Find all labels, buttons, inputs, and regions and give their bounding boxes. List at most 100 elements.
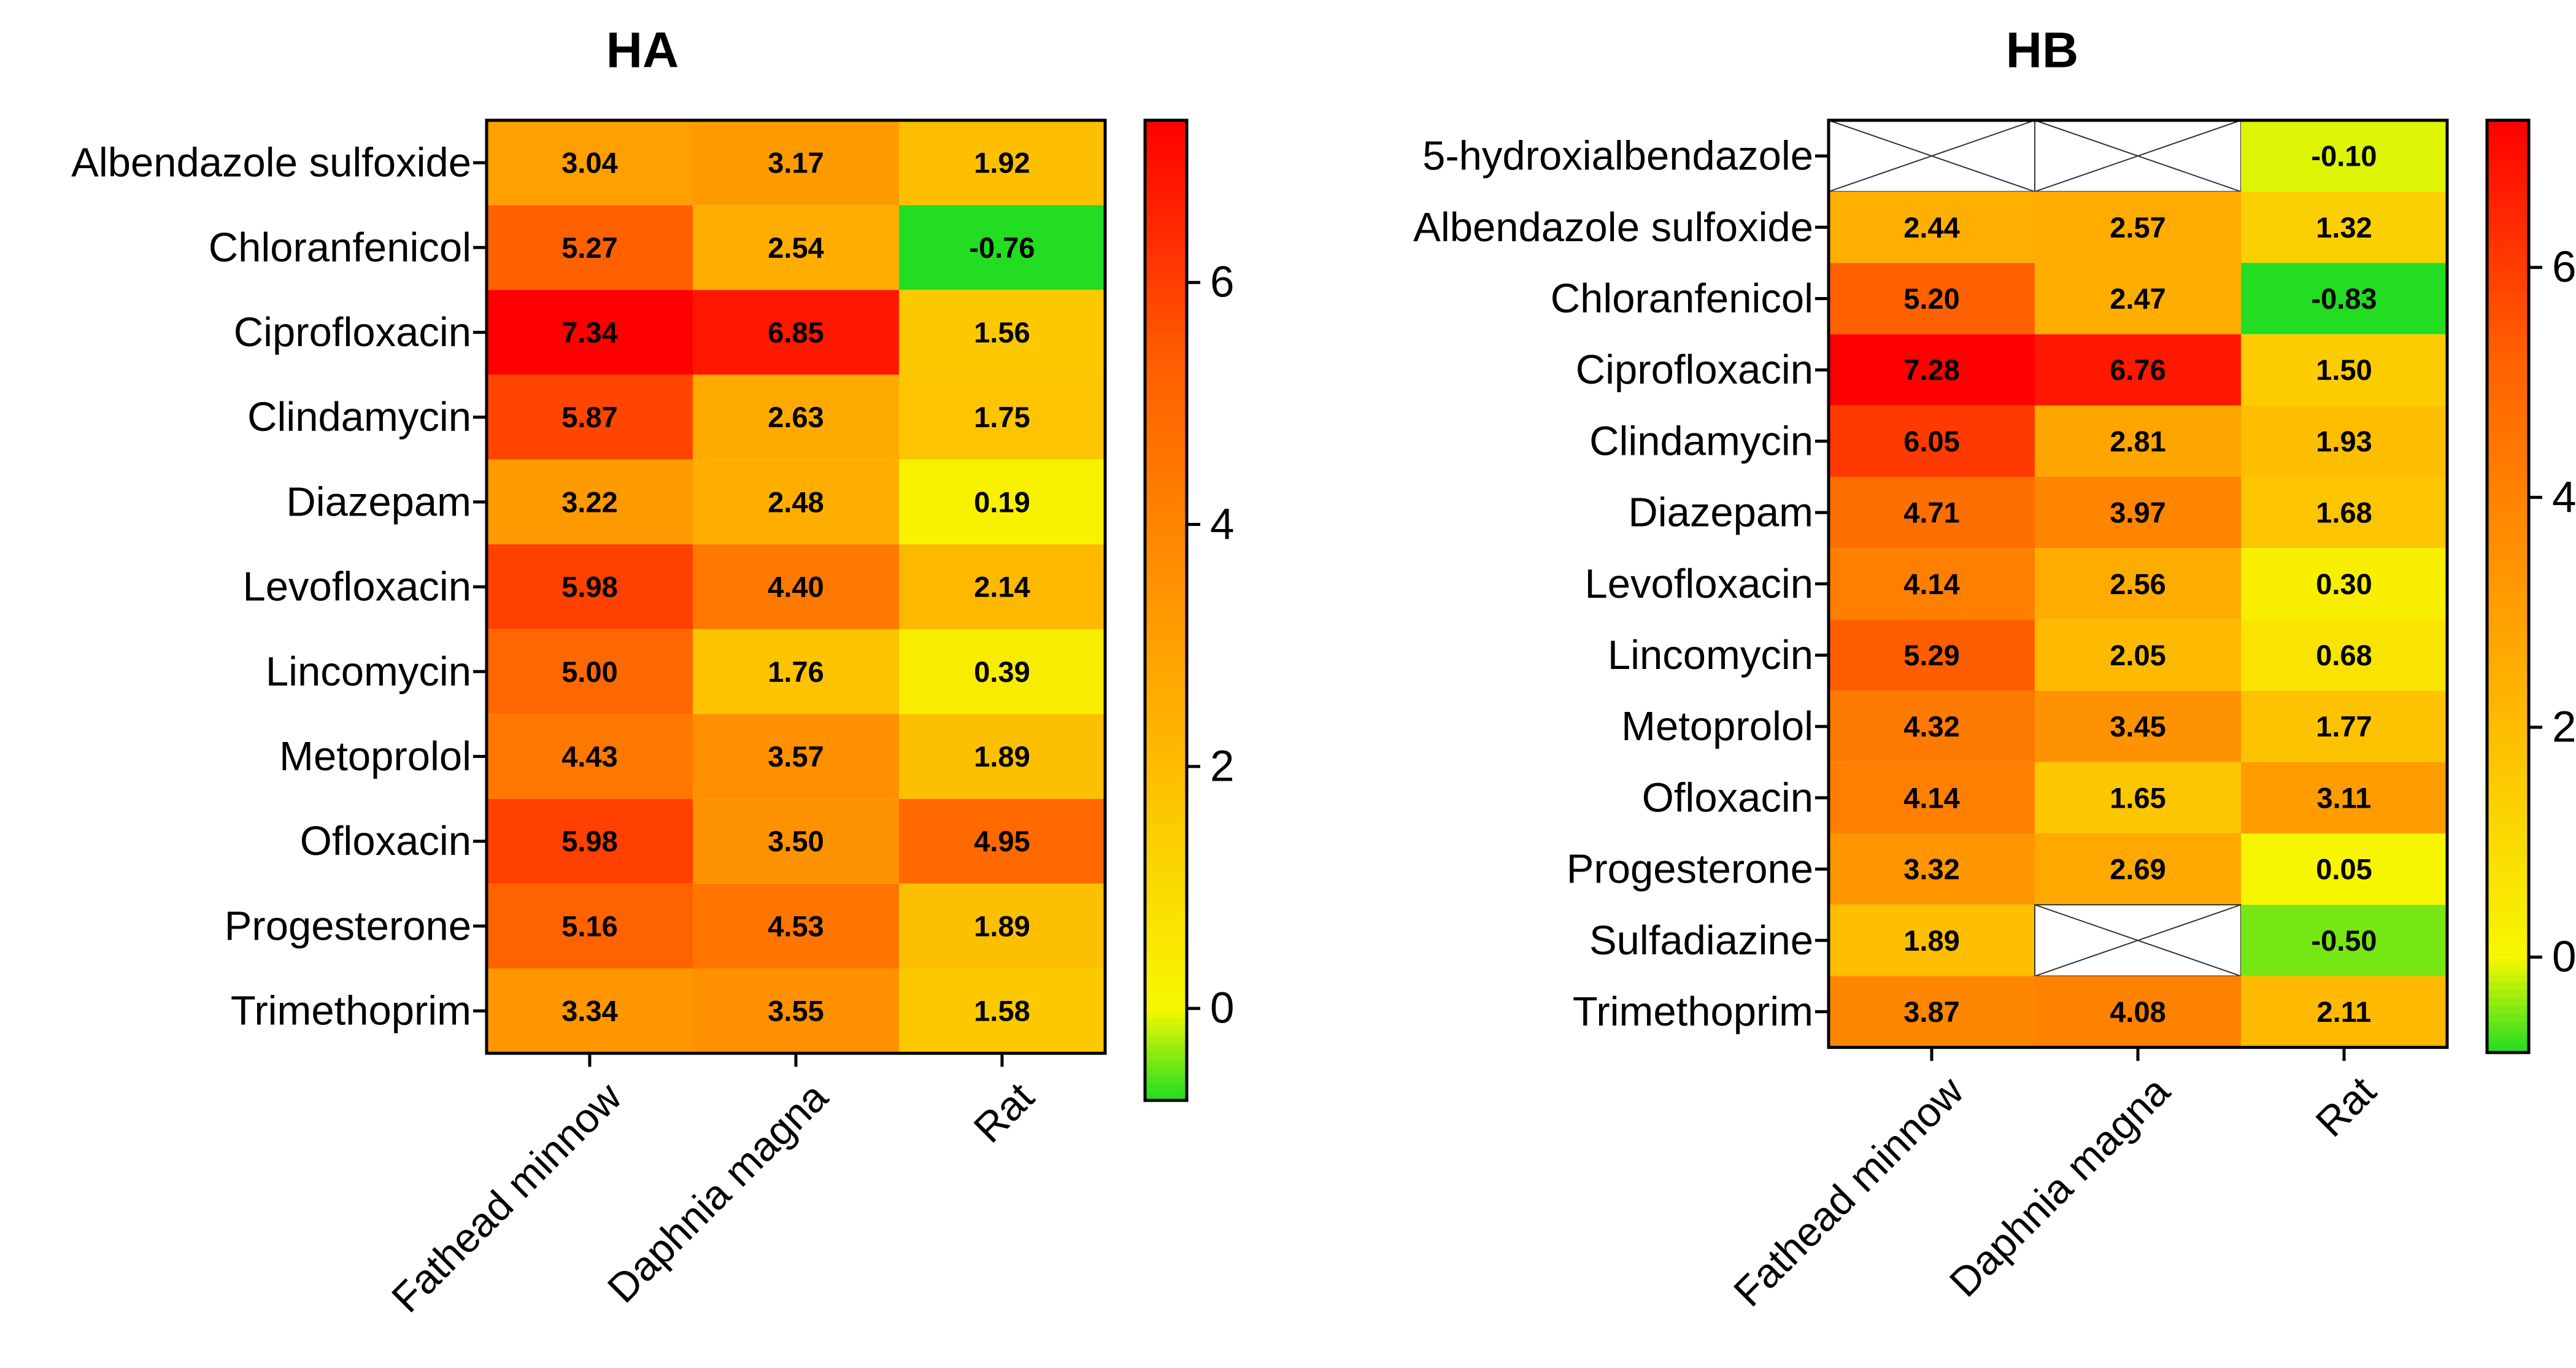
cell-value-label: 7.34 xyxy=(561,316,617,349)
cell-value-label: 2.69 xyxy=(2110,853,2165,886)
heatmap-cell xyxy=(2241,690,2447,762)
row-label: Lincomycin xyxy=(266,649,471,695)
colorbar-segment xyxy=(1145,871,1187,881)
colorbar-segment xyxy=(1145,357,1187,366)
cell-value-label: 1.76 xyxy=(768,655,823,688)
colorbar-segment xyxy=(1145,471,1187,481)
colorbar-segment xyxy=(2487,229,2529,238)
colorbar-segment xyxy=(1145,912,1187,922)
colorbar-segment xyxy=(1145,250,1187,260)
heatmap-cell xyxy=(487,883,693,968)
colorbar-segment xyxy=(2487,835,2529,844)
heatmap-cell xyxy=(2241,976,2447,1048)
colorbar-segment xyxy=(2487,244,2529,253)
heatmap-cell xyxy=(693,798,899,884)
row-label: Metoprolol xyxy=(279,733,471,779)
heatmap-hb: HB -0.10 2.44 2.57 1.32 5.20 2.47 -0.83 7.28 6.76… xyxy=(1413,23,2576,1316)
cell-value-label: 6.05 xyxy=(1903,425,1959,457)
cell-value-label: 5.27 xyxy=(561,231,617,264)
heatmap-cell xyxy=(487,544,693,630)
heatmap-cell xyxy=(1829,976,2035,1048)
column-label: Daphnia magna xyxy=(599,1073,837,1312)
heatmap-cell xyxy=(487,459,693,544)
heatmap-cell xyxy=(693,290,899,375)
cell-value-label: 6.76 xyxy=(2110,354,2165,386)
colorbar-segment xyxy=(2487,276,2529,284)
column-label: Daphnia magna xyxy=(1941,1068,2179,1306)
colorbar-segment xyxy=(2487,959,2529,968)
colorbar-segment xyxy=(1145,1051,1187,1061)
colorbar-segment xyxy=(1145,667,1187,676)
colorbar-segment xyxy=(2487,1013,2529,1022)
colorbar-segment xyxy=(2487,905,2529,913)
colorbar-segment xyxy=(2487,136,2529,144)
colorbar-segment xyxy=(1145,1092,1187,1101)
colorbar-segment xyxy=(1145,692,1187,701)
colorbar-segment xyxy=(1145,879,1187,889)
cell-value-label: 4.40 xyxy=(768,571,823,603)
colorbar-segment xyxy=(2487,741,2529,751)
cell-value-label: 2.05 xyxy=(2110,639,2165,671)
colorbar-segment xyxy=(2487,1045,2529,1053)
colorbar-segment xyxy=(1145,202,1187,211)
colorbar-segment xyxy=(1145,275,1187,284)
colorbar-segment xyxy=(2487,811,2529,821)
colorbar-segment xyxy=(2487,213,2529,222)
row-label: Metoprolol xyxy=(1621,703,1813,749)
colorbar-tick-label: 0 xyxy=(1210,984,1235,1033)
colorbar-segment xyxy=(1145,390,1187,399)
heatmap-cell xyxy=(2241,191,2447,263)
heatmap-cell xyxy=(693,459,899,544)
cell-value-label: 3.34 xyxy=(561,995,617,1027)
row-label: Diazepam xyxy=(286,479,471,525)
colorbar-segment xyxy=(2487,1006,2529,1014)
colorbar-segment xyxy=(2487,734,2529,743)
colorbar-segment xyxy=(2487,788,2529,797)
heatmap-cell xyxy=(487,205,693,290)
cell-value-label: 1.32 xyxy=(2316,211,2372,244)
colorbar-segment xyxy=(2487,998,2529,1007)
colorbar-segment xyxy=(2487,268,2529,276)
colorbar-segment xyxy=(2487,920,2529,929)
colorbar-tick-label: 2 xyxy=(2552,703,2576,751)
cell-value-label: 2.56 xyxy=(2110,568,2165,600)
colorbar-segment xyxy=(2487,967,2529,976)
colorbar-segment xyxy=(1145,970,1187,979)
heatmap-cell xyxy=(899,798,1105,884)
colorbar-segment xyxy=(1145,185,1187,195)
colorbar-segment xyxy=(2487,198,2529,207)
cell-value-label: 5.98 xyxy=(561,571,617,603)
heatmap-cell xyxy=(2035,690,2241,762)
colorbar-segment xyxy=(1145,896,1187,905)
colorbar-segment xyxy=(1145,259,1187,268)
colorbar-segment xyxy=(2487,695,2529,704)
colorbar-segment xyxy=(1145,961,1187,970)
cell-value-label: 1.75 xyxy=(974,401,1030,433)
colorbar-segment xyxy=(1145,757,1187,767)
row-label: Ciprofloxacin xyxy=(234,309,471,355)
cell-value-label: 7.28 xyxy=(1903,354,1959,386)
colorbar-segment xyxy=(2487,601,2529,611)
colorbar-segment xyxy=(1145,749,1187,758)
missing-cross-line xyxy=(2034,120,2242,193)
heatmap-cell xyxy=(1829,833,2035,905)
colorbar-segment xyxy=(2487,780,2529,789)
colorbar-segment xyxy=(2487,951,2529,960)
colorbar-segment xyxy=(1145,414,1187,423)
cell-value-label: 1.89 xyxy=(1903,924,1959,957)
colorbar-segment xyxy=(1145,1027,1187,1036)
colorbar-segment xyxy=(1145,716,1187,725)
cell-value-label: 4.14 xyxy=(1903,781,1959,814)
colorbar-segment xyxy=(2487,415,2529,424)
colorbar-segment xyxy=(1145,333,1187,342)
heatmap-cell xyxy=(693,544,899,630)
column-label: Rat xyxy=(965,1073,1043,1151)
colorbar-segment xyxy=(1145,447,1187,456)
colorbar-segment xyxy=(1145,724,1187,733)
colorbar-segment xyxy=(2487,547,2529,556)
heatmap-cell xyxy=(899,714,1105,799)
colorbar-segment xyxy=(2487,648,2529,657)
colorbar-segment xyxy=(2487,462,2529,471)
colorbar-segment xyxy=(2487,928,2529,937)
cell-value-label: 5.87 xyxy=(561,401,617,433)
